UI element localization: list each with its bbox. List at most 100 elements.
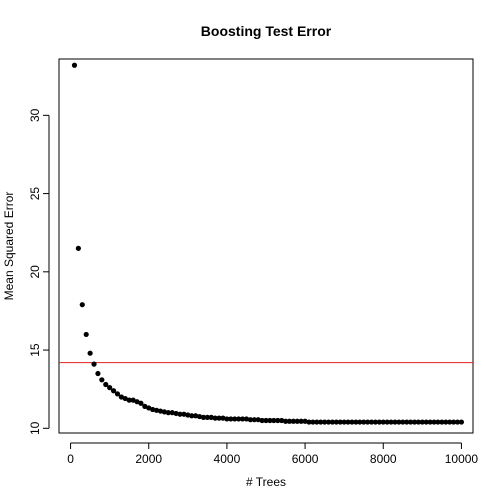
data-point bbox=[134, 399, 140, 405]
y-tick-label: 25 bbox=[28, 187, 42, 201]
data-point bbox=[427, 419, 433, 425]
data-point bbox=[282, 418, 289, 424]
data-point bbox=[275, 417, 281, 424]
data-point bbox=[314, 419, 320, 425]
plot-frame bbox=[58, 58, 474, 434]
data-point bbox=[247, 417, 253, 423]
data-point bbox=[87, 350, 93, 356]
data-point bbox=[286, 418, 293, 424]
data-point bbox=[103, 381, 109, 388]
data-point bbox=[341, 419, 347, 425]
data-point bbox=[107, 385, 113, 391]
data-point bbox=[169, 410, 175, 416]
data-point bbox=[435, 419, 441, 425]
data-point bbox=[443, 419, 449, 425]
x-tick-label: 10000 bbox=[445, 452, 479, 466]
data-point bbox=[239, 416, 246, 422]
data-point bbox=[353, 419, 359, 425]
data-point bbox=[447, 419, 453, 425]
data-point bbox=[337, 419, 343, 425]
data-point bbox=[212, 415, 218, 421]
data-point bbox=[361, 419, 367, 425]
data-point bbox=[454, 419, 461, 425]
data-point bbox=[189, 413, 195, 419]
data-point bbox=[165, 410, 171, 416]
data-point bbox=[439, 419, 445, 425]
data-point bbox=[325, 419, 332, 425]
data-point bbox=[384, 419, 390, 425]
data-point bbox=[243, 416, 250, 422]
data-point bbox=[349, 419, 355, 425]
x-tick-label: 0 bbox=[67, 452, 74, 466]
data-point bbox=[396, 419, 402, 425]
data-point bbox=[408, 419, 414, 425]
data-point bbox=[204, 414, 210, 420]
data-point bbox=[365, 419, 371, 425]
data-point bbox=[333, 419, 339, 425]
data-point bbox=[259, 417, 265, 424]
x-tick-label: 8000 bbox=[370, 452, 397, 466]
data-point bbox=[122, 395, 128, 402]
data-point bbox=[329, 419, 336, 425]
data-point bbox=[294, 418, 300, 424]
data-point bbox=[345, 419, 351, 425]
data-point bbox=[306, 419, 312, 425]
data-point bbox=[126, 397, 132, 403]
data-point bbox=[161, 409, 167, 415]
data-point bbox=[302, 418, 308, 424]
data-point bbox=[228, 416, 234, 422]
data-point bbox=[193, 413, 199, 419]
data-point bbox=[372, 419, 379, 425]
data-point bbox=[79, 302, 85, 308]
data-point bbox=[208, 414, 214, 420]
y-tick-label: 15 bbox=[28, 343, 42, 357]
data-point bbox=[423, 419, 429, 425]
data-point bbox=[185, 412, 191, 418]
data-point bbox=[118, 394, 124, 400]
data-point bbox=[220, 415, 226, 421]
data-point bbox=[83, 331, 89, 338]
data-point bbox=[232, 416, 238, 422]
data-point bbox=[71, 62, 78, 68]
data-point bbox=[411, 419, 418, 425]
x-tick-label: 4000 bbox=[214, 452, 241, 466]
data-point bbox=[298, 418, 304, 424]
data-point bbox=[173, 410, 179, 417]
data-point bbox=[95, 370, 101, 377]
data-points bbox=[71, 62, 465, 425]
data-point bbox=[404, 419, 410, 425]
data-point bbox=[419, 419, 425, 425]
data-point bbox=[376, 419, 382, 425]
data-point bbox=[388, 419, 394, 425]
data-point bbox=[431, 419, 437, 425]
data-point bbox=[310, 419, 316, 425]
data-point bbox=[157, 408, 164, 414]
data-point bbox=[130, 397, 136, 403]
data-point bbox=[451, 419, 457, 425]
data-point bbox=[146, 405, 152, 411]
data-point bbox=[91, 361, 97, 367]
data-point bbox=[224, 416, 230, 422]
data-point bbox=[138, 400, 144, 406]
x-tick-label: 6000 bbox=[292, 452, 319, 466]
data-point bbox=[200, 414, 207, 420]
chart-title: Boosting Test Error bbox=[201, 23, 332, 39]
data-point bbox=[75, 245, 81, 251]
data-point bbox=[263, 417, 269, 424]
y-axis: 10 15 20 25 30 bbox=[28, 108, 50, 435]
data-point bbox=[267, 417, 273, 424]
data-point bbox=[153, 407, 160, 413]
data-point bbox=[458, 419, 465, 425]
data-point bbox=[271, 417, 277, 424]
y-tick-label: 30 bbox=[28, 108, 42, 122]
data-point bbox=[99, 377, 105, 383]
data-point bbox=[177, 411, 183, 417]
data-point bbox=[142, 403, 148, 409]
data-point bbox=[368, 419, 375, 425]
data-point bbox=[236, 416, 242, 422]
data-point bbox=[114, 391, 121, 397]
data-point bbox=[400, 419, 406, 425]
data-point bbox=[110, 388, 117, 394]
data-point bbox=[357, 419, 363, 425]
